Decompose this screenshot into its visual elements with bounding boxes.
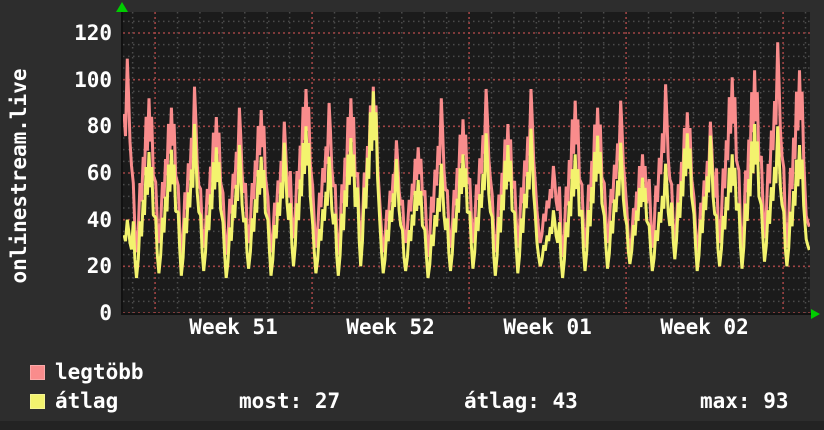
- y-axis-tick-label: 60: [86, 161, 112, 185]
- x-axis-tick-label: Week 01: [503, 315, 592, 339]
- stat-current: most: 27: [239, 389, 341, 413]
- y-axis-tick-label: 40: [86, 207, 112, 232]
- chart-plot: [116, 2, 820, 319]
- legend-swatch-atlag: [30, 393, 45, 409]
- stat-average: átlag: 43: [464, 389, 578, 413]
- legend-row-legtobb: legtöbb: [30, 360, 144, 384]
- x-axis-tick-label: Week 02: [660, 315, 749, 339]
- x-axis-tick-label: Week 51: [189, 315, 278, 339]
- grid-lines: [123, 12, 810, 314]
- y-axis-arrow-icon: [116, 2, 128, 12]
- stat-max: max: 93: [700, 389, 789, 413]
- x-axis-arrow-icon: [811, 309, 820, 319]
- legend-swatch-legtobb: [30, 364, 45, 380]
- y-axis-tick-label: 80: [86, 114, 112, 139]
- x-axis-tick-label: Week 52: [346, 315, 435, 339]
- y-axis-tick-label: 100: [74, 67, 112, 92]
- legend-label-legtobb: legtöbb: [55, 360, 144, 384]
- legend-label-atlag: átlag: [55, 389, 119, 413]
- series-line-atlag: [123, 91, 810, 279]
- y-axis-tick-label: 20: [86, 254, 112, 279]
- legend-row-atlag: átlag: [30, 389, 118, 413]
- y-axis-tick-label: 120: [74, 21, 112, 45]
- window-footer-strip: [0, 421, 824, 430]
- y-axis-tick-label: 0: [99, 301, 112, 325]
